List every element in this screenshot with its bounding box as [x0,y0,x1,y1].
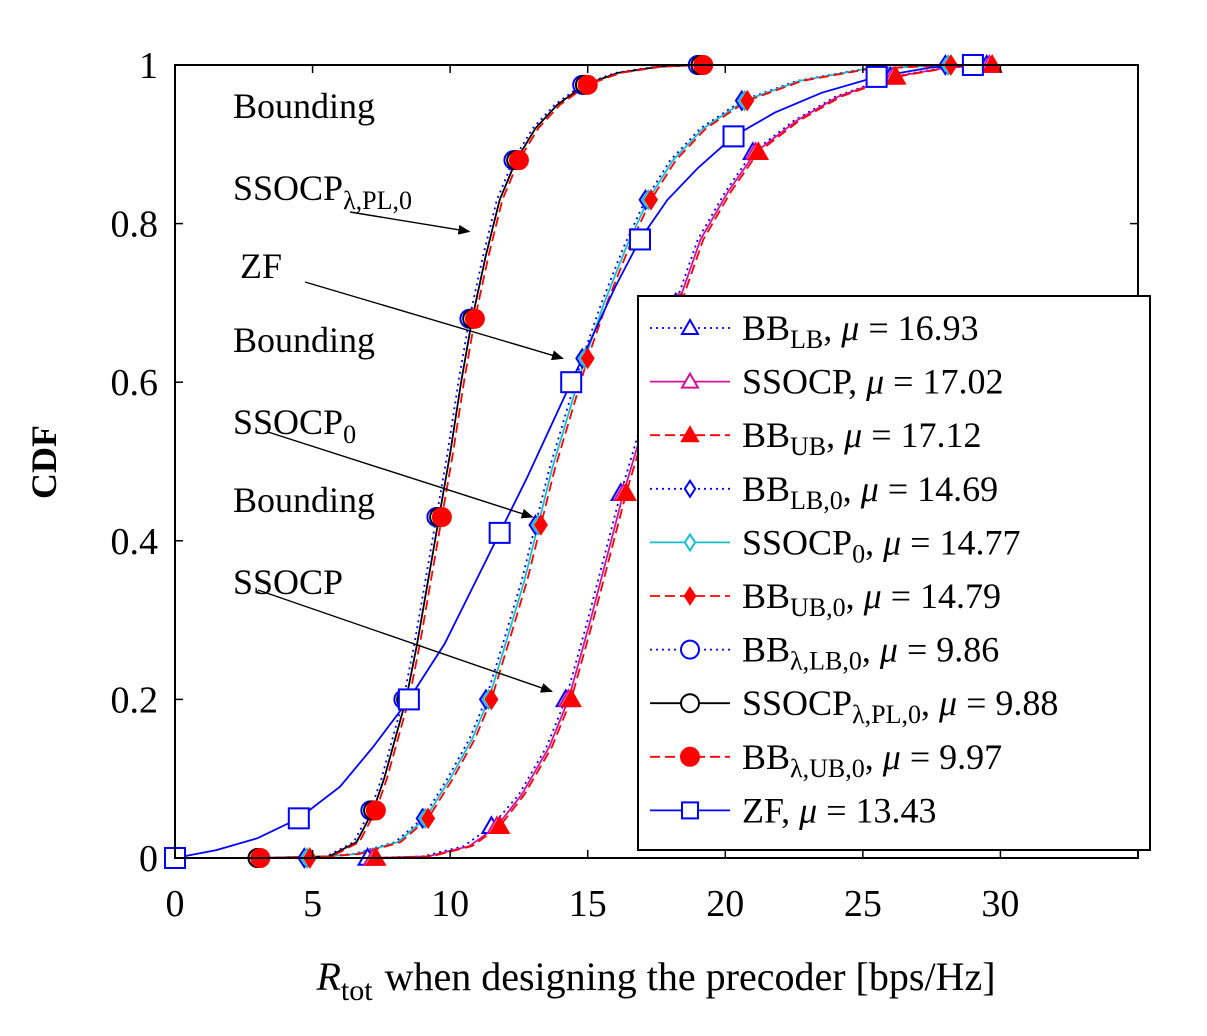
data-point [747,141,770,160]
y-tick-label: 1 [139,45,158,87]
x-axis-label-rest: when designing the precoder [bps/Hz] [385,954,996,999]
x-tick-label: 15 [569,883,607,925]
annotation-bounding-3: Bounding [233,480,375,520]
legend-label: BBLB, μ = 16.93 [742,308,979,354]
series-line-6 [257,64,698,859]
annotation-arrow-ssocp [257,589,553,693]
legend: BBLB, μ = 16.93 SSOCP, μ = 17.02 BBUB, μ =… [637,295,1151,851]
x-axis-label-main: R [315,954,340,999]
annotation-arrow-ssocp-lambda-pl-0 [349,211,471,235]
legend-label: BBλ,UB,0, μ = 9.97 [742,737,1002,783]
legend-entry: BBλ,UB,0, μ = 9.97 [650,737,1002,783]
legend-marker-sample [680,746,700,767]
data-point [365,846,387,866]
data-point [560,371,583,394]
y-tick-label: 0 [139,838,158,880]
legend-label: SSOCP, μ = 17.02 [742,362,1003,402]
legend-entry: ZF, μ = 13.43 [650,790,937,830]
y-tick-label: 0.2 [111,679,159,721]
data-point [865,65,888,88]
data-point [508,150,529,171]
series-line-4 [307,64,949,859]
data-point [488,521,511,544]
x-tick-label: 0 [166,883,185,925]
x-tick-label: 25 [844,883,882,925]
legend-entry: SSOCPλ,PL,0, μ = 9.88 [650,683,1058,729]
x-axis-label-sub: tot [341,974,373,1007]
legend-marker-sample [680,317,700,335]
legend-entry: BBλ,LB,0, μ = 9.86 [650,630,999,676]
annotation-zf: ZF [240,246,282,286]
legend-label: SSOCPλ,PL,0, μ = 9.88 [742,683,1058,729]
data-point [533,514,548,536]
data-point [397,688,420,711]
legend-label: BBUB,0, μ = 14.79 [742,576,1001,622]
legend-entry: BBUB, μ = 17.12 [650,415,982,461]
data-point [484,688,499,711]
legend-box [637,295,1151,851]
data-point [722,125,745,148]
data-point [431,507,452,528]
legend-label: SSOCP0, μ = 14.77 [742,522,1020,568]
series-line-5 [309,64,951,859]
annotation-ssocp-0: SSOCP0 [233,402,356,449]
legend-label: BBUB, μ = 17.12 [742,415,982,461]
x-axis-label: Rtot when designing the precoder [bps/Hz] [315,954,995,1007]
series-line-8 [260,64,704,859]
series-line-0 [367,64,987,859]
data-point [577,74,598,95]
series-markers [164,53,1003,869]
legend-entry: BBLB,0, μ = 14.69 [650,469,998,515]
legend-marker-sample [680,425,700,443]
legend-marker-sample [683,478,697,499]
y-tick-label: 0.6 [111,362,159,404]
annotation-arrow-ssocp-0 [267,431,534,519]
annotation-bounding-2: Bounding [233,320,375,360]
legend-entry: SSOCP, μ = 17.02 [650,362,1003,402]
legend-marker-sample [680,639,700,660]
legend-entry: BBLB, μ = 16.93 [650,308,979,354]
data-point [628,228,651,251]
legend-marker-sample [680,371,700,389]
annotation-arrow-zf [304,281,564,361]
data-point [643,188,659,211]
x-tick-label: 30 [981,883,1019,925]
annotation-ssocp-lambda-pl-0: SSOCPλ,PL,0 [233,168,412,215]
series-lines [174,64,993,859]
legend-label: BBLB,0, μ = 14.69 [742,469,998,515]
data-point [740,89,755,112]
legend-marker-sample [683,532,697,553]
data-point [365,800,386,821]
y-axis-label: CDF [24,425,64,499]
x-tick-label: 10 [431,883,469,925]
data-point [464,308,485,329]
x-tick-label: 5 [303,883,322,925]
legend-entry: BBUB,0, μ = 14.79 [650,576,1001,622]
series-line-7 [257,64,701,859]
legend-entry: SSOCP0, μ = 14.77 [650,522,1020,568]
legend-label: BBλ,LB,0, μ = 9.86 [742,630,999,676]
series-line-9 [174,64,973,859]
axis-ticks: 0 5 10 15 20 25 30 0 0.2 0.4 0.6 0.8 1 [111,45,1138,925]
annotation-ssocp: SSOCP [233,562,343,602]
data-point [560,688,582,708]
data-point [421,807,436,830]
y-tick-label: 0.4 [111,521,159,563]
data-point [981,53,1003,73]
data-point [615,482,637,501]
data-point [488,815,511,835]
data-point [580,347,595,370]
annotation-bounding-1: Bounding [233,86,375,126]
annotations: Bounding SSOCPλ,PL,0 ZF Bounding SSOCP0 Bound… [233,86,564,693]
data-point [287,807,310,830]
x-tick-label: 20 [706,883,744,925]
legend-label: ZF, μ = 13.43 [742,790,937,830]
y-tick-label: 0.8 [111,204,159,246]
legend-marker-sample [681,801,699,820]
data-point [885,65,907,85]
legend-marker-sample [680,693,700,714]
legend-marker-sample [683,586,697,606]
